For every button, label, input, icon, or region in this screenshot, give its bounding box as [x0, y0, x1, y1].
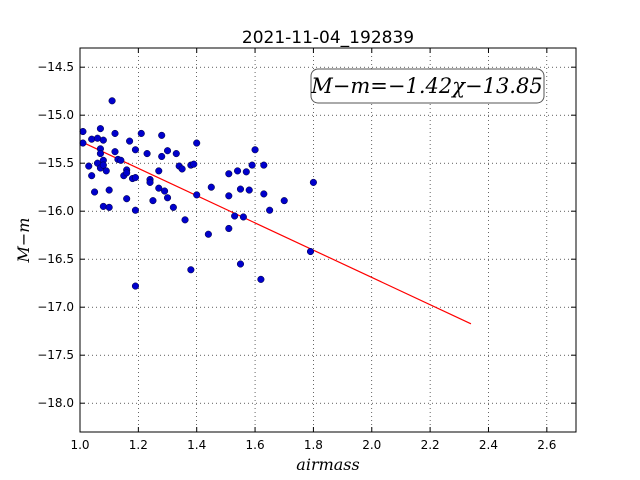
data-point	[102, 167, 110, 175]
data-point	[108, 97, 116, 105]
annotation-box: M−m=−1.42χ−13.85	[310, 68, 545, 104]
data-point	[117, 156, 125, 164]
x-tick-label: 1.0	[70, 438, 89, 452]
data-point	[169, 203, 177, 211]
data-point	[309, 178, 317, 186]
fit-line-group	[85, 143, 472, 325]
y-tick-label: −17.5	[37, 348, 74, 362]
data-point	[155, 184, 163, 192]
y-tick-label: −16.5	[37, 252, 74, 266]
y-tick-label: −14.5	[37, 60, 74, 74]
data-point	[234, 167, 242, 175]
data-point	[123, 195, 131, 203]
x-tick-label: 2.6	[537, 438, 556, 452]
data-point	[79, 139, 87, 147]
x-tick-label: 2.2	[421, 438, 440, 452]
data-point	[172, 150, 180, 158]
y-axis-label: M−m	[14, 218, 33, 264]
data-point	[163, 147, 172, 155]
data-point	[99, 202, 107, 210]
data-point	[137, 129, 145, 137]
y-tick-label: −15.5	[37, 156, 74, 170]
data-point	[155, 167, 163, 175]
annotation-frame	[310, 68, 545, 104]
data-point	[131, 206, 139, 214]
data-points	[79, 97, 317, 290]
data-point	[236, 185, 245, 193]
data-point	[187, 266, 195, 274]
x-tick-label: 1.8	[304, 438, 323, 452]
data-point	[123, 169, 131, 177]
y-tick-label: −17.0	[37, 300, 74, 314]
data-point	[88, 172, 96, 180]
fit-equation: M−m=−1.42χ−13.85	[310, 74, 542, 98]
data-point	[161, 187, 169, 195]
data-point	[126, 137, 134, 145]
x-tick-label: 2.0	[362, 438, 381, 452]
x-axis-label: airmass	[296, 455, 359, 474]
data-point	[131, 282, 139, 290]
data-point	[225, 170, 233, 178]
y-tick-label: −18.0	[37, 396, 74, 410]
y-tick-label: −16.0	[37, 204, 74, 218]
data-point	[96, 125, 104, 133]
data-point	[242, 168, 250, 176]
data-point	[88, 135, 96, 143]
y-tick-label: −15.0	[37, 108, 74, 122]
data-point	[131, 174, 139, 182]
data-point	[266, 206, 274, 214]
data-point	[99, 136, 107, 144]
data-point	[248, 161, 256, 169]
plot-frame	[79, 47, 577, 433]
data-point	[143, 150, 151, 158]
x-tick-label: 1.2	[129, 438, 148, 452]
data-point	[99, 161, 107, 169]
data-point	[236, 260, 245, 268]
data-point	[163, 194, 172, 202]
data-point	[260, 161, 268, 169]
data-point	[158, 131, 166, 139]
data-point	[306, 247, 315, 256]
data-point	[207, 183, 215, 191]
data-point	[131, 146, 139, 154]
data-point	[105, 203, 113, 211]
data-point	[225, 192, 233, 200]
data-point	[239, 213, 247, 221]
chart-title: 2021-11-04_192839	[242, 28, 414, 48]
data-point	[178, 165, 186, 173]
data-point	[181, 216, 189, 224]
data-point	[193, 191, 201, 199]
data-point	[146, 178, 154, 186]
data-point	[91, 188, 99, 196]
data-point	[79, 127, 87, 136]
fit-line	[85, 143, 472, 325]
data-point	[257, 275, 265, 283]
data-point	[280, 197, 288, 205]
x-tick-label: 1.6	[246, 438, 265, 452]
data-point	[111, 129, 119, 137]
data-point	[245, 186, 253, 194]
data-point	[260, 190, 268, 198]
x-tick-label: 1.4	[187, 438, 206, 452]
data-point	[149, 197, 157, 205]
data-point	[158, 152, 166, 161]
axis-ticks: 1.0 1.2 1.4 1.6 1.8 2.0 2.2 2.4 2.6 −14.5 −15.0 −15…	[37, 48, 576, 452]
data-point	[190, 160, 198, 168]
x-tick-label: 2.4	[479, 438, 498, 452]
data-point	[96, 150, 104, 158]
data-point	[204, 230, 212, 238]
data-point	[231, 212, 239, 220]
data-point	[225, 224, 233, 233]
data-point	[251, 146, 259, 154]
data-point	[85, 162, 93, 170]
grid	[79, 48, 576, 432]
data-point	[111, 148, 119, 156]
data-point	[193, 139, 201, 147]
data-point	[105, 186, 113, 194]
